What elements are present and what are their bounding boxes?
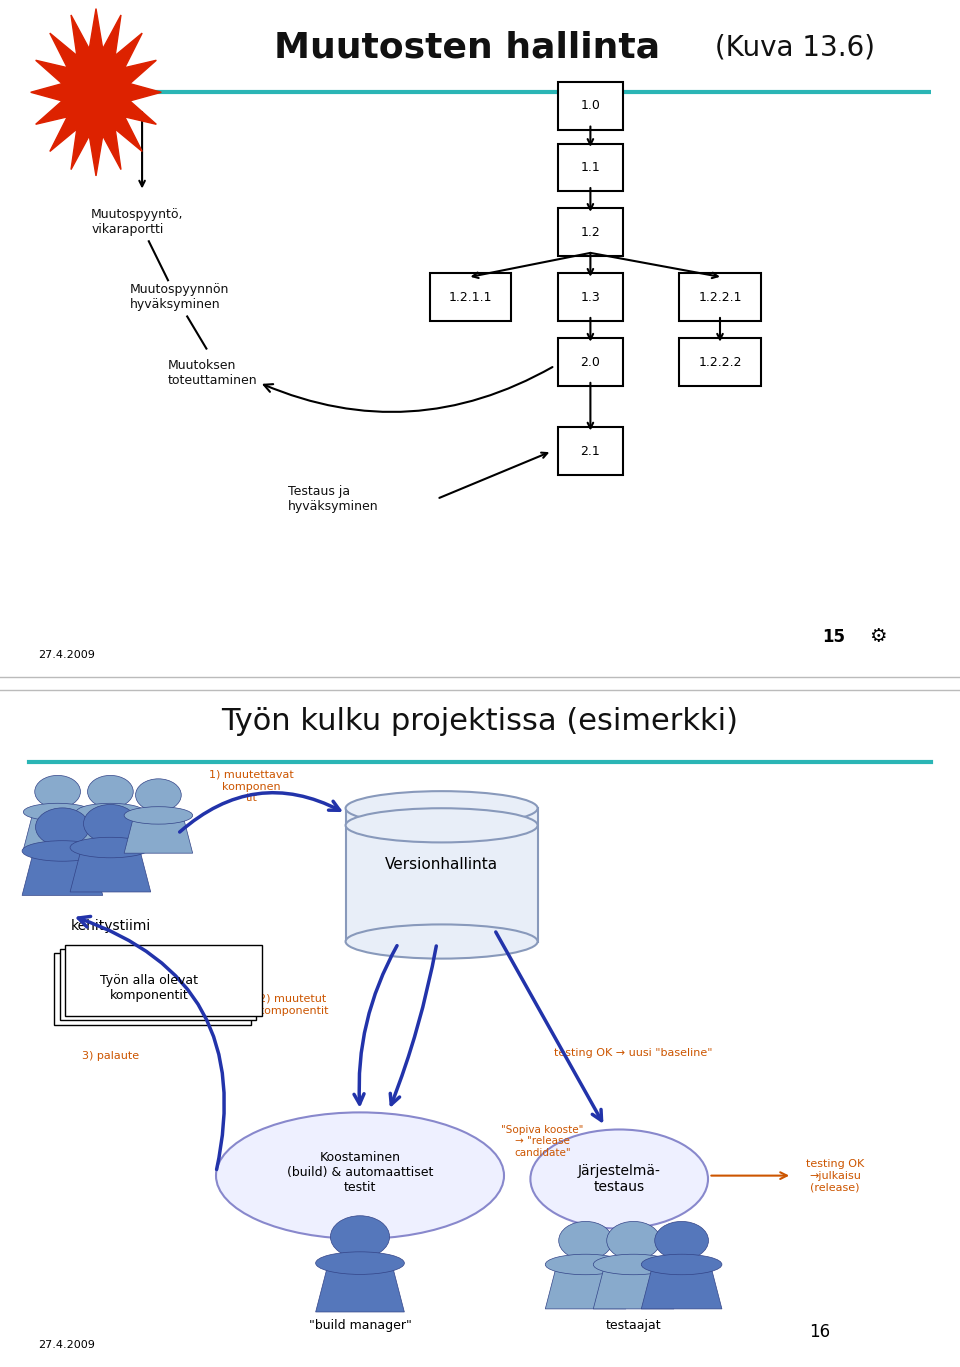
Text: 16: 16 (809, 1323, 830, 1341)
FancyArrowPatch shape (391, 946, 436, 1105)
Ellipse shape (70, 837, 151, 858)
FancyArrowPatch shape (180, 793, 340, 833)
FancyArrowPatch shape (711, 1173, 787, 1178)
Text: Muutospyynnön
hyväksyminen: Muutospyynnön hyväksyminen (130, 283, 229, 312)
Ellipse shape (124, 807, 193, 824)
Ellipse shape (76, 804, 145, 820)
FancyBboxPatch shape (680, 338, 760, 385)
Polygon shape (316, 1263, 404, 1312)
Text: Työn alla olevat
komponentit: Työn alla olevat komponentit (100, 973, 198, 1002)
FancyBboxPatch shape (680, 273, 760, 321)
Ellipse shape (593, 1255, 674, 1274)
Circle shape (655, 1222, 708, 1260)
Ellipse shape (346, 808, 538, 842)
Ellipse shape (641, 1255, 722, 1274)
Ellipse shape (531, 1129, 708, 1229)
Text: Muutoksen
toteuttaminen: Muutoksen toteuttaminen (168, 358, 257, 387)
Text: 1.3: 1.3 (581, 291, 600, 303)
Circle shape (35, 775, 81, 808)
FancyBboxPatch shape (558, 144, 623, 191)
Text: 3) palaute: 3) palaute (82, 1051, 139, 1061)
Ellipse shape (22, 841, 103, 861)
Text: (Kuva 13.6): (Kuva 13.6) (706, 34, 875, 62)
FancyArrowPatch shape (79, 916, 225, 1170)
Circle shape (87, 775, 133, 808)
Ellipse shape (346, 791, 538, 826)
Polygon shape (70, 848, 151, 893)
Text: 27.4.2009: 27.4.2009 (38, 1340, 95, 1351)
Text: testing OK → uusi "baseline": testing OK → uusi "baseline" (554, 1047, 713, 1058)
Polygon shape (76, 812, 145, 850)
Text: 1.2: 1.2 (581, 226, 600, 239)
FancyBboxPatch shape (558, 208, 623, 257)
Text: 1.2.1.1: 1.2.1.1 (448, 291, 492, 303)
Circle shape (84, 804, 137, 842)
Ellipse shape (346, 924, 538, 958)
Text: "build manager": "build manager" (308, 1319, 412, 1333)
Text: 2.1: 2.1 (581, 444, 600, 458)
Text: Versionhallinta: Versionhallinta (385, 857, 498, 872)
Ellipse shape (316, 1252, 404, 1274)
Text: Muutosten hallinta: Muutosten hallinta (274, 31, 660, 64)
Ellipse shape (23, 804, 92, 820)
Polygon shape (23, 812, 92, 850)
Polygon shape (593, 1264, 674, 1310)
FancyBboxPatch shape (65, 945, 262, 1016)
FancyArrowPatch shape (354, 946, 397, 1105)
Text: kehitystiimi: kehitystiimi (70, 919, 151, 934)
FancyBboxPatch shape (54, 953, 251, 1025)
Polygon shape (641, 1264, 722, 1310)
Text: testing OK
→julkaisu
(release): testing OK →julkaisu (release) (806, 1159, 864, 1192)
Circle shape (330, 1215, 390, 1258)
Text: testaajat: testaajat (606, 1319, 661, 1333)
Text: 1.1: 1.1 (581, 161, 600, 174)
Text: 1.0: 1.0 (581, 100, 600, 112)
Text: 2) muutetut
komponentit: 2) muutetut komponentit (257, 994, 328, 1016)
Circle shape (135, 779, 181, 812)
Text: 1.2.2.1: 1.2.2.1 (698, 291, 742, 303)
Polygon shape (22, 850, 103, 895)
Ellipse shape (216, 1113, 504, 1239)
Text: Muutospyyntö,
vikaraportti: Muutospyyntö, vikaraportti (91, 208, 183, 236)
Text: Työn kulku projektissa (esimerkki): Työn kulku projektissa (esimerkki) (222, 707, 738, 735)
Text: 2.0: 2.0 (581, 355, 600, 369)
Text: Järjestelmä-
testaus: Järjestelmä- testaus (578, 1163, 660, 1195)
Ellipse shape (545, 1255, 626, 1274)
Text: "Sopiva kooste"
→ "release
candidate": "Sopiva kooste" → "release candidate" (501, 1125, 584, 1158)
Text: 1) muutettavat
komponen
tit: 1) muutettavat komponen tit (209, 770, 294, 804)
Circle shape (559, 1222, 612, 1260)
FancyBboxPatch shape (558, 338, 623, 385)
Polygon shape (31, 8, 161, 176)
FancyBboxPatch shape (430, 273, 511, 321)
Circle shape (607, 1222, 660, 1260)
Polygon shape (124, 815, 193, 853)
FancyArrowPatch shape (495, 932, 602, 1121)
Text: ⚙: ⚙ (869, 627, 886, 647)
FancyBboxPatch shape (60, 949, 256, 1020)
Text: 15: 15 (822, 627, 845, 647)
Text: 27.4.2009: 27.4.2009 (38, 649, 95, 659)
FancyBboxPatch shape (558, 273, 623, 321)
FancyArrowPatch shape (264, 368, 552, 411)
Text: 1.2.2.2: 1.2.2.2 (698, 355, 742, 369)
Text: Testaus ja
hyväksyminen: Testaus ja hyväksyminen (288, 485, 378, 513)
Circle shape (36, 808, 89, 846)
Text: Koostaminen
(build) & automaattiset
testit: Koostaminen (build) & automaattiset test… (287, 1151, 433, 1193)
Polygon shape (545, 1264, 626, 1310)
FancyBboxPatch shape (558, 427, 623, 476)
Bar (346, 808, 538, 942)
FancyBboxPatch shape (558, 82, 623, 130)
